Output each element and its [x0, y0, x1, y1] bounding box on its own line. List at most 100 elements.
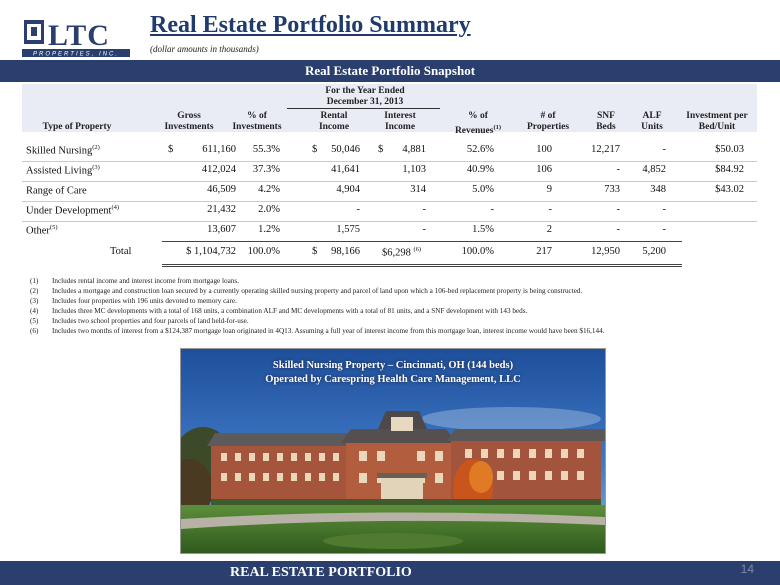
col-snf-2: Beds	[596, 122, 616, 132]
row-divider	[22, 221, 757, 222]
row-pct: 37.3%	[252, 164, 280, 175]
page-title: Real Estate Portfolio Summary	[150, 12, 471, 38]
page-subtitle: (dollar amounts in thousands)	[150, 44, 259, 54]
row-divider	[22, 181, 757, 182]
row-type: Skilled Nursing(2)	[26, 144, 100, 157]
footnote: (5) Includes two school properties and fo…	[30, 317, 249, 325]
row-rev: 5.0%	[472, 184, 494, 195]
footnote: (4) Includes three MC developments with a…	[30, 307, 527, 315]
row-interest: -	[422, 204, 427, 215]
row-interest: 1,103	[402, 164, 426, 175]
footnote-text: Includes rental income and interest inco…	[52, 277, 240, 285]
row-rev: -	[490, 204, 495, 215]
table-row: Assisted Living(3) 412,024 37.3% 41,641 …	[22, 164, 757, 184]
total-interest-sup: (6)	[413, 246, 422, 253]
row-rental: 50,046	[331, 144, 360, 155]
col-interest-2: Income	[384, 122, 416, 132]
total-rental: 98,166	[331, 246, 360, 257]
row-type-sup: (3)	[92, 164, 100, 171]
property-photo: Skilled Nursing Property – Cincinnati, O…	[180, 348, 606, 554]
total-rule-top	[162, 241, 682, 242]
row-type: Other(5)	[26, 224, 58, 237]
footer-bar: REAL ESTATE PORTFOLIO	[0, 561, 780, 585]
total-rule-bottom-2	[162, 266, 682, 267]
row-type-text: Assisted Living	[26, 165, 93, 177]
footnote-number: (1)	[30, 277, 39, 285]
row-type-sup: (5)	[49, 224, 58, 231]
footnote: (6) Includes two months of interest from …	[30, 327, 605, 335]
total-interest: $6,298 (6)	[382, 246, 421, 259]
row-alf: -	[662, 224, 667, 235]
footnote: (2) Includes a mortgage and construction …	[30, 287, 582, 295]
footnote-text: Includes a mortgage and construction loa…	[52, 287, 583, 295]
col-interest-1: Interest	[384, 111, 416, 121]
row-type-text: Skilled Nursing	[26, 145, 93, 157]
row-alf: -	[662, 144, 667, 155]
row-props: 100	[536, 144, 552, 155]
row-alf: 4,852	[642, 164, 666, 175]
row-props: 2	[546, 224, 552, 235]
row-props: 106	[536, 164, 552, 175]
col-alf-1: ALF	[642, 111, 662, 121]
row-pct: 4.2%	[258, 184, 280, 195]
row-rev: 40.9%	[466, 164, 494, 175]
row-alf: 348	[650, 184, 666, 195]
row-snf: 12,217	[591, 144, 620, 155]
table-row: Skilled Nursing(2) $ 611,160 55.3% $ 50,…	[22, 144, 757, 164]
footnote: (3) Includes four properties with 196 uni…	[30, 297, 237, 305]
page-number: 14	[740, 562, 754, 576]
col-alf-2: Units	[641, 122, 663, 132]
row-snf: -	[616, 224, 621, 235]
row-type-sup: (4)	[111, 204, 120, 211]
table-total-row: Total $ 1,104,732 100.0% $ 98,166 $6,298…	[22, 246, 757, 266]
total-rental-cur: $	[312, 246, 318, 257]
group-header-line1: For the Year Ended	[325, 86, 405, 96]
col-pct-2: Investments	[232, 122, 282, 132]
row-type-text: Other	[26, 225, 50, 237]
row-interest: 4,881	[402, 144, 426, 155]
row-type-text: Range of Care	[26, 185, 87, 197]
col-rev-2: Revenues(1)	[447, 122, 509, 137]
col-props-2: Properties	[526, 122, 570, 132]
col-snf-1: SNF	[597, 111, 615, 121]
col-rev-sup: (1)	[493, 124, 502, 131]
row-divider	[22, 161, 757, 162]
row-snf: 733	[604, 184, 620, 195]
footnote-text: Includes four properties with 196 units …	[52, 297, 237, 305]
row-gross: 13,607	[207, 224, 236, 235]
row-divider	[22, 201, 757, 202]
footnote-number: (5)	[30, 317, 39, 325]
row-inv: $84.92	[715, 164, 744, 175]
row-interest-cur: $	[378, 144, 384, 155]
row-type-sup: (2)	[92, 144, 100, 151]
photo-caption: Skilled Nursing Property – Cincinnati, O…	[181, 359, 605, 387]
col-inv-1: Investment per	[686, 111, 748, 121]
total-snf: 12,950	[591, 246, 620, 257]
col-gross-1: Gross	[177, 111, 201, 121]
row-type: Assisted Living(3)	[26, 164, 100, 177]
footnote-text: Includes two school properties and four …	[52, 317, 249, 325]
row-gross: 21,432	[207, 204, 236, 215]
footnote-number: (2)	[30, 287, 39, 295]
row-pct: 2.0%	[258, 204, 280, 215]
col-rev-1: % of	[468, 111, 488, 121]
total-alf: 5,200	[642, 246, 666, 257]
row-gross-cur: $	[168, 144, 174, 155]
section-banner: Real Estate Portfolio Snapshot	[0, 60, 780, 82]
row-gross: 46,509	[207, 184, 236, 195]
total-label: Total	[110, 246, 132, 257]
group-header-line2: December 31, 2013	[326, 97, 404, 107]
col-pct-1: % of	[247, 111, 267, 121]
svg-text:PROPERTIES, INC.: PROPERTIES, INC.	[33, 52, 119, 58]
ltc-logo: LTC PROPERTIES, INC.	[22, 14, 130, 58]
footnote-number: (4)	[30, 307, 39, 315]
photo-caption-line2: Operated by Carespring Health Care Manag…	[265, 374, 521, 385]
col-gross-2: Investments	[164, 122, 214, 132]
row-inv: $43.02	[715, 184, 744, 195]
col-rev-2-text: Revenues	[454, 126, 494, 137]
row-rev: 52.6%	[466, 144, 494, 155]
table-row: Range of Care 46,509 4.2% 4,904 314 5.0%…	[22, 184, 757, 204]
table-row: Other(5) 13,607 1.2% 1,575 - 1.5% 2 - -	[22, 224, 757, 244]
svg-text:LTC: LTC	[48, 19, 110, 52]
footnote: (1) Includes rental income and interest i…	[30, 277, 239, 285]
